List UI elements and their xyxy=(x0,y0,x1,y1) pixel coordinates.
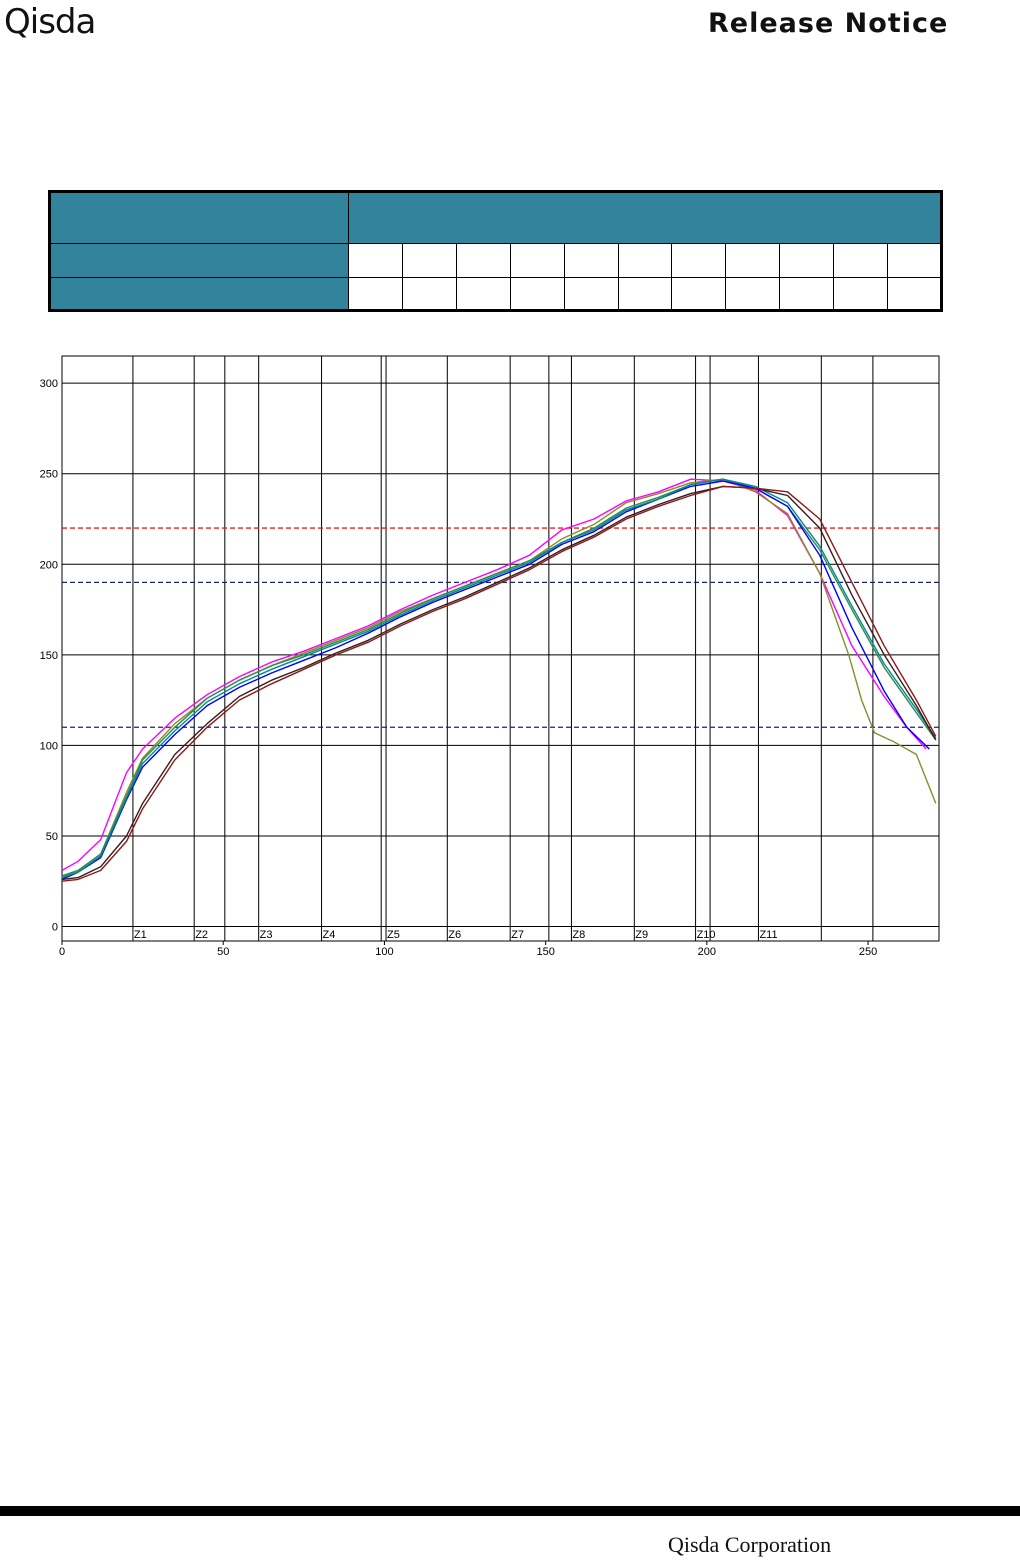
footer-divider xyxy=(0,1506,1020,1516)
zone-label: Z9 xyxy=(635,929,648,941)
zone-label: Z4 xyxy=(323,929,336,941)
x-tick-label: 100 xyxy=(375,946,393,958)
table-row xyxy=(49,243,942,278)
y-tick-label: 50 xyxy=(46,831,58,843)
table-cell xyxy=(779,243,835,278)
table-header-row xyxy=(49,190,942,245)
x-tick-label: 250 xyxy=(859,946,877,958)
table-row-label-cell xyxy=(49,276,349,312)
y-tick-label: 150 xyxy=(40,650,58,662)
x-tick-label: 50 xyxy=(217,946,229,958)
x-tick-label: 150 xyxy=(536,946,554,958)
zone-label: Z11 xyxy=(759,929,777,941)
zone-label: Z8 xyxy=(572,929,585,941)
y-tick-label: 200 xyxy=(40,559,58,571)
x-tick-label: 200 xyxy=(698,946,716,958)
table-cell xyxy=(887,243,942,278)
table-cell xyxy=(833,276,889,312)
series-line xyxy=(61,478,927,872)
table-cell xyxy=(401,243,457,278)
zone-label: Z10 xyxy=(697,929,716,941)
table-cell xyxy=(671,243,727,278)
table-cell xyxy=(348,276,403,312)
table-cell xyxy=(833,243,889,278)
y-tick-label: 300 xyxy=(40,378,58,390)
company-logo: Qisda xyxy=(4,2,96,42)
series-line xyxy=(61,478,937,879)
y-tick-label: 0 xyxy=(52,922,58,934)
table-cell xyxy=(509,276,565,312)
zone-label: Z7 xyxy=(511,929,524,941)
table-cell xyxy=(563,276,619,312)
footer-company: Qisda Corporation xyxy=(668,1532,832,1557)
y-tick-label: 100 xyxy=(40,740,58,752)
zone-label: Z6 xyxy=(448,929,461,941)
series-line xyxy=(61,485,937,881)
table-row-label-cell xyxy=(49,243,349,278)
zone-label: Z1 xyxy=(134,929,147,941)
zone-label: Z2 xyxy=(195,929,208,941)
table-header-label-cell xyxy=(49,190,349,245)
table-cell xyxy=(401,276,457,312)
table-cell xyxy=(348,243,403,278)
series-line xyxy=(61,485,937,882)
plot-frame xyxy=(61,355,940,942)
table-header-zones-cell xyxy=(348,190,942,245)
reflow-profile-chart: 0 50 100 150 200 250 300 Z1 Z2 Z3 Z4 Z5 Z6 Z7 Z8 Z9 Z10 Z… xyxy=(40,355,940,958)
series-line xyxy=(61,480,930,881)
table-cell xyxy=(455,243,511,278)
table-cell xyxy=(725,276,781,312)
zone-label: Z5 xyxy=(387,929,400,941)
zone-settings-table xyxy=(48,190,943,312)
table-cell xyxy=(779,276,835,312)
x-tick-label: 0 xyxy=(59,946,65,958)
table-cell xyxy=(617,243,673,278)
document-title: Release Notice xyxy=(708,8,949,39)
table-cell xyxy=(887,276,942,312)
table-cell xyxy=(671,276,727,312)
table-cell xyxy=(563,243,619,278)
table-cell xyxy=(617,276,673,312)
table-row xyxy=(49,276,942,312)
table-cell xyxy=(509,243,565,278)
zone-label: Z3 xyxy=(260,929,273,941)
table-cell xyxy=(725,243,781,278)
table-cell xyxy=(455,276,511,312)
y-tick-label: 250 xyxy=(40,469,58,481)
